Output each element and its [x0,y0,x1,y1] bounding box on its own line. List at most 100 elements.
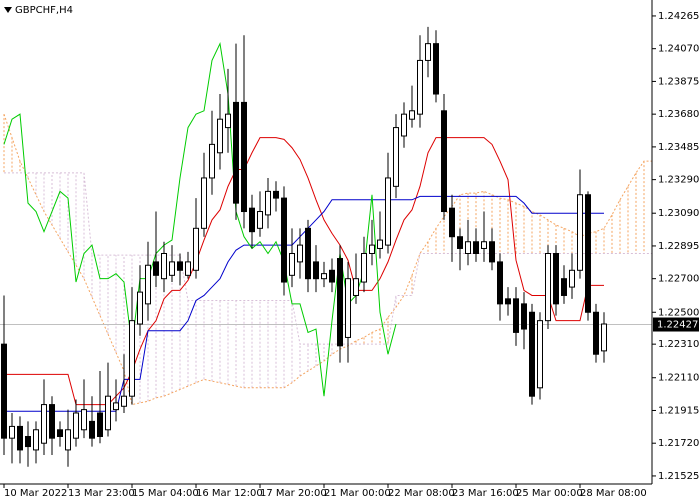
x-tick-label: 25 Mar 00:00 [516,488,583,499]
candle-body [513,298,519,333]
candle-body [89,420,95,439]
y-tick-label: 1.23485 [658,142,699,153]
candle-body [81,409,87,431]
candle-body [9,425,15,439]
y-tick-label: 1.23290 [658,175,699,186]
candle-body [209,143,215,179]
candle-body [377,239,383,249]
symbol-marker [4,7,12,13]
candle-body [393,127,399,187]
y-tick-label: 1.24265 [658,11,699,22]
candle-body [241,101,247,213]
x-tick-label: 16 Mar 12:00 [196,488,263,499]
candle-body [473,241,479,254]
cloud-edge [4,172,652,345]
candle-body [601,323,607,352]
chart-title: GBPCHF,H4 [15,5,73,16]
candle-body [385,177,391,246]
x-tick-label: 28 Mar 08:00 [580,488,647,499]
candle-body [489,241,495,263]
candle-body [345,278,351,338]
candle-body [457,236,463,249]
y-tick-label: 1.22500 [658,307,699,318]
y-tick-label: 1.22110 [658,373,699,384]
y-tick-label: 1.21915 [658,405,699,416]
current-price-box [653,317,699,332]
x-tick-label: 21 Mar 00:00 [324,488,391,499]
candle-body [249,207,255,233]
candle-body [105,395,111,431]
y-tick-label: 1.21525 [658,471,699,482]
candle-body [401,113,407,137]
candle-body [281,197,287,283]
candle-body [177,261,183,271]
y-tick-label: 1.23680 [658,109,699,120]
y-tick-label: 1.21720 [658,438,699,449]
candle-body [441,110,447,213]
y-tick-label: 1.22895 [658,241,699,252]
candle-body [545,252,551,322]
y-tick-label: 1.23090 [658,208,699,219]
candle-body [17,425,23,451]
x-tick-label: 22 Mar 08:00 [388,488,455,499]
candle-body [505,298,511,305]
indicator-line [3,41,397,397]
candle-body [57,429,63,437]
candle-body [593,311,599,355]
candle-body [561,278,567,296]
candle-body [257,211,263,229]
current-price-label: 1.22427 [657,320,698,331]
candle-body [265,190,271,216]
candle-body [161,252,167,280]
candle-body [305,227,311,280]
candle-body [201,177,207,229]
candle-body [233,101,239,204]
candle-body [73,412,79,439]
candle-body [121,395,127,407]
candle-body [49,404,55,439]
y-tick-label: 1.22700 [658,274,699,285]
candle-body [33,429,39,451]
y-tick-label: 1.23875 [658,76,699,87]
candle-body [225,113,231,129]
candle-body [569,269,575,288]
candle-body [41,404,47,444]
candle-body [497,261,503,305]
candle-body [169,261,175,276]
candle-body [129,320,135,397]
candle-body [481,241,487,249]
candle-body [585,194,591,313]
x-tick-label: 15 Mar 04:00 [132,488,199,499]
candle-body [529,311,535,397]
candle-body [217,118,223,154]
candle-body [465,241,471,254]
indicator-line [4,195,604,412]
y-tick-label: 1.22310 [658,339,699,350]
candle-body [137,291,143,325]
candle-body [417,59,423,115]
candle-body [537,320,543,389]
candle-body [1,343,7,439]
candle-body [185,261,191,276]
candle-body [553,252,559,305]
candle-body [193,227,199,271]
candle-body [337,258,343,347]
candle-body [145,264,151,305]
candle-body [113,402,119,411]
plot-area [0,26,653,467]
y-tick-label: 1.24070 [658,44,699,55]
candle-body [369,244,375,254]
x-tick-label: 23 Mar 16:00 [452,488,519,499]
x-tick-label: 13 Mar 23:00 [68,488,135,499]
candle-body [313,261,319,280]
candle-body [409,110,415,120]
candle-body [297,244,303,263]
candle-body [273,190,279,199]
candle-body [153,261,159,276]
candle-body [97,412,103,437]
candle-body [361,252,367,283]
candle-body [353,278,359,296]
candle-body [329,269,335,283]
